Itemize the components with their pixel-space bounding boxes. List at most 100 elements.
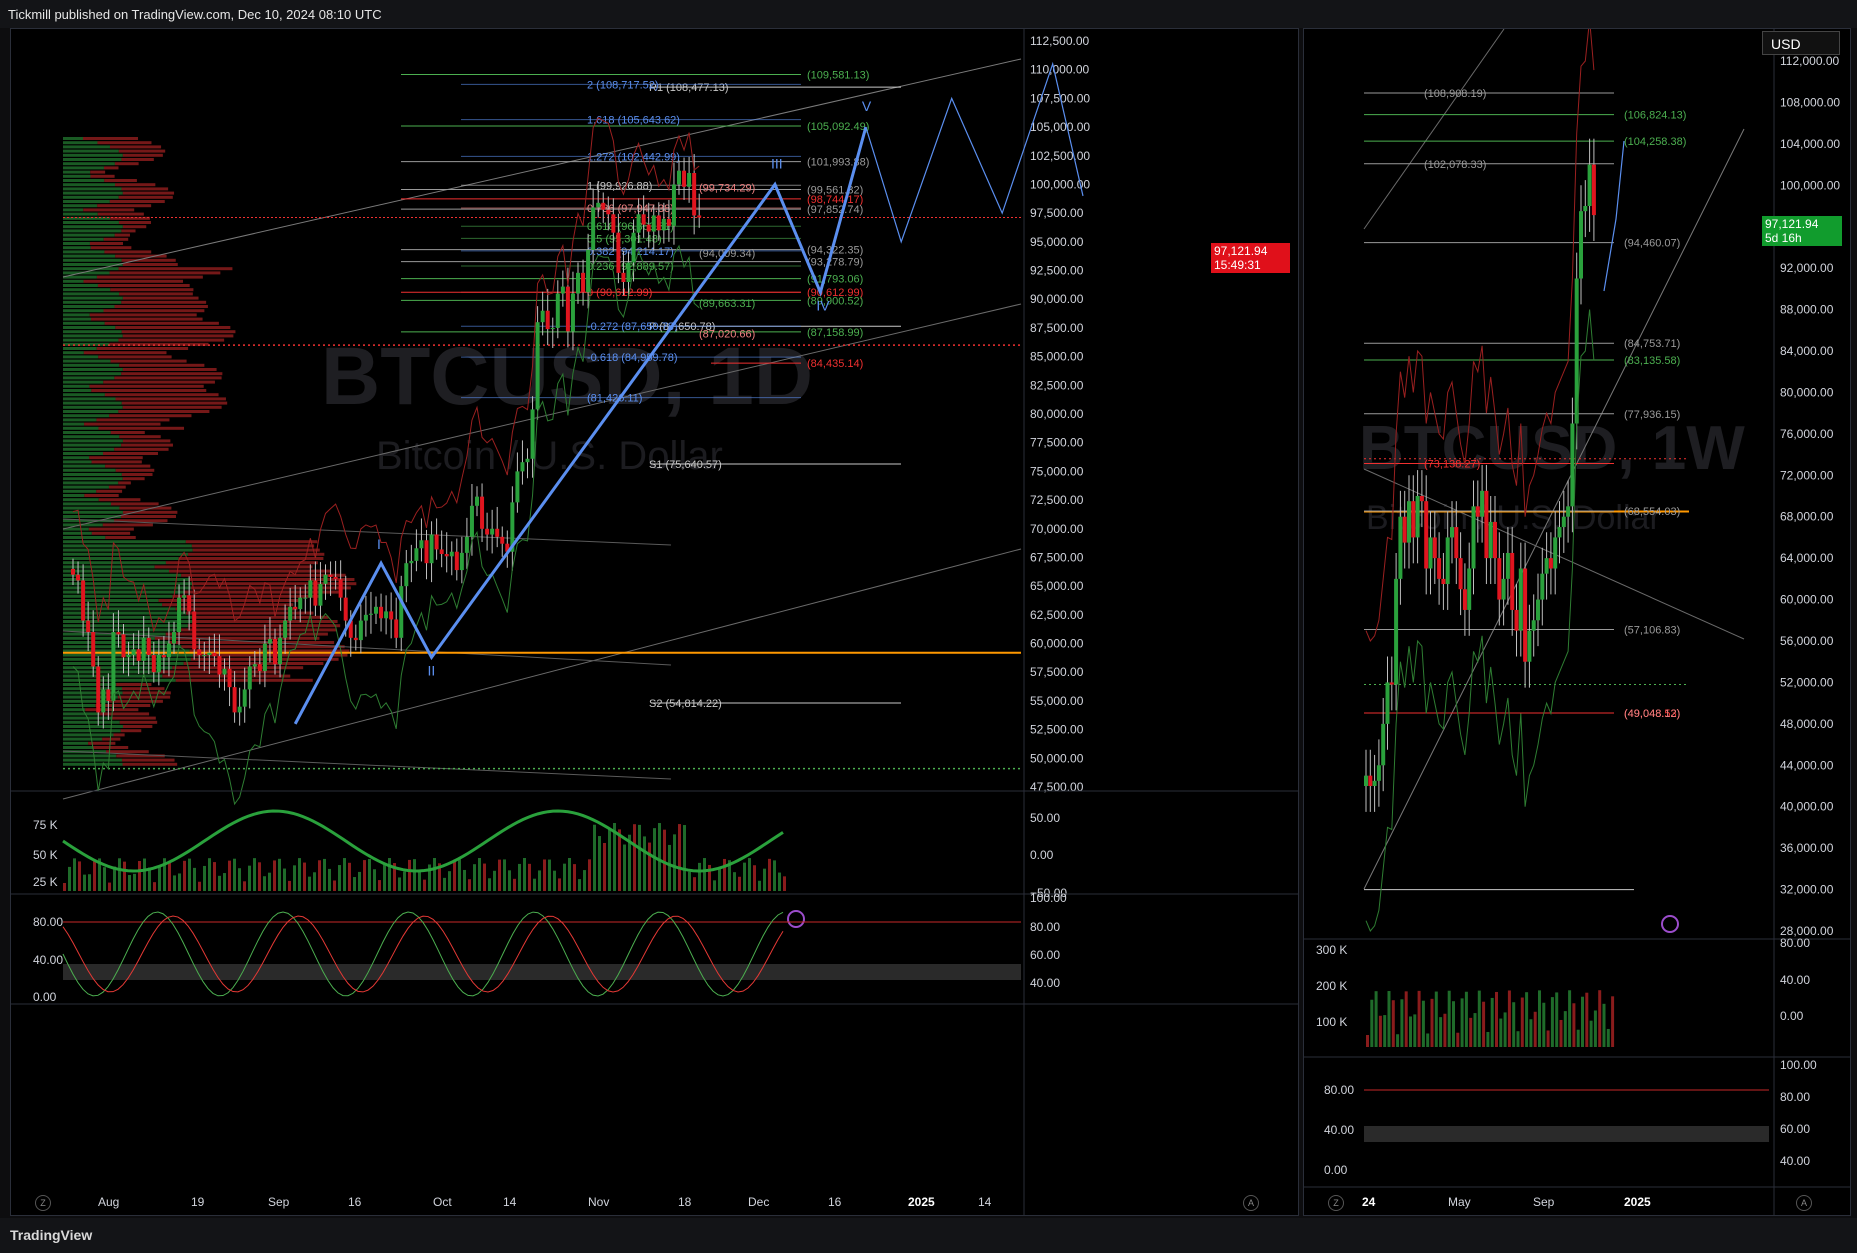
currency-selector[interactable]: USD (1762, 31, 1840, 55)
price-level-label: (109,581.13) (807, 70, 869, 82)
volume-profile-bar (63, 418, 97, 422)
price-level-label: (68,554.03) (1624, 506, 1680, 518)
candle-body (475, 496, 479, 506)
candle-body (298, 597, 303, 610)
volume-bar (1452, 1001, 1455, 1047)
y-axis-tick-label: 100,000.00 (1030, 177, 1090, 191)
candle-body (1376, 765, 1381, 781)
candle-body (1372, 780, 1377, 786)
auto-scale-icon[interactable]: A (1243, 1195, 1259, 1211)
volume-bar (1512, 1002, 1516, 1047)
volume-profile-bar (63, 468, 116, 472)
volume-profile-bar (190, 586, 351, 590)
volume-profile-bar (118, 267, 233, 271)
trend-line (62, 518, 672, 546)
y-axis-tick-label: 72,500.00 (1030, 493, 1084, 507)
volume-bar (773, 860, 776, 891)
candle-body (384, 611, 389, 619)
volume-profile-bar (89, 384, 204, 388)
osc2-right-tick: 60.00 (1780, 1122, 1810, 1136)
volume-bar (103, 867, 106, 891)
candle-body (379, 606, 384, 619)
weekly-chart-panel[interactable]: BTCUSD, 1W Bitcoin / U.S. Dollar (108,908.… (1303, 19, 1851, 1216)
candle-body (555, 293, 560, 328)
volume-profile-bar (63, 317, 92, 321)
volume-profile-bar (96, 489, 123, 493)
volume-bar (1387, 991, 1391, 1047)
volume-bar (1464, 991, 1468, 1047)
volume-bar (168, 861, 171, 891)
volume-bar (263, 876, 266, 891)
volume-profile-bar (63, 531, 92, 535)
volume-bar (763, 868, 766, 891)
osc1-left-tick: 25 K (33, 875, 58, 889)
volume-profile-bar (63, 762, 123, 766)
volume-profile-bar (191, 544, 315, 548)
volume-profile-bar (84, 494, 119, 497)
price-level-label: (105,092.49) (807, 121, 869, 133)
volume-profile-bar (63, 477, 123, 481)
candle-body (1484, 490, 1489, 559)
candle-body (1566, 506, 1571, 517)
zoom-icon[interactable]: Z (35, 1195, 51, 1211)
volume-profile-bar (175, 607, 298, 611)
volume-profile-bar (63, 498, 99, 502)
tradingview-logo[interactable]: TradingView (10, 1227, 93, 1243)
volume-profile-bar (63, 485, 109, 489)
volume-profile-bar (63, 729, 121, 733)
volume-bar (203, 865, 206, 891)
volume-bar (488, 878, 491, 891)
candle-body (283, 620, 288, 638)
volume-bar (208, 858, 211, 891)
volume-profile-bar (63, 389, 92, 392)
candle-body (1424, 501, 1429, 569)
fib-level-label: -0.618 (84,959.78) (587, 352, 678, 364)
volume-profile-bar (63, 561, 166, 565)
volume-bar (1516, 1031, 1520, 1047)
volume-bar (283, 868, 286, 891)
volume-bar (538, 870, 541, 891)
candle-body (1553, 537, 1558, 569)
volume-bar (558, 878, 561, 891)
volume-profile-bar (122, 725, 153, 728)
volume-profile-bar (63, 519, 115, 523)
candle-body (91, 632, 96, 667)
volume-profile-bar (63, 603, 163, 607)
volume-bar (198, 881, 201, 891)
zoom-icon[interactable]: Z (1328, 1195, 1344, 1211)
candle-body (1458, 558, 1463, 590)
candle-body (424, 540, 429, 564)
volume-profile-bar (89, 242, 123, 245)
volume-bar (303, 862, 306, 891)
volume-bar (1417, 990, 1421, 1047)
y-axis-tick-label: 40,000.00 (1780, 800, 1834, 814)
volume-bar (1443, 1013, 1447, 1047)
volume-bar (1486, 1031, 1490, 1047)
volume-profile-bar (122, 263, 178, 266)
volume-profile-bar (63, 557, 179, 560)
volume-bar (533, 878, 536, 891)
y-axis-tick-label: 80,000.00 (1780, 385, 1834, 399)
daily-chart-panel[interactable]: BTCUSD, 1D Bitcoin / U.S. Dollar R1 (108,4… (10, 28, 1299, 1216)
volume-profile-bar (185, 611, 314, 615)
volume-profile-bar (97, 212, 144, 216)
y-axis-tick-label: 102,500.00 (1030, 149, 1090, 163)
volume-bar (433, 858, 436, 891)
fib-level-label: 0.618 (96,363.51) (587, 221, 674, 233)
volume-profile-bar (121, 300, 207, 304)
volume-bar (1572, 1003, 1576, 1047)
volume-bar (1611, 996, 1615, 1047)
auto-scale-icon[interactable]: A (1796, 1195, 1812, 1211)
volume-bar (733, 872, 736, 891)
osc1-left-tick: 200 K (1316, 979, 1347, 993)
volume-profile-bar (98, 426, 185, 430)
volume-bar (408, 859, 411, 891)
countdown-value: 5d 16h (1765, 231, 1802, 245)
volume-bar (1383, 1015, 1387, 1047)
volume-profile-bar (63, 452, 104, 455)
volume-profile-bar (115, 326, 231, 329)
candle-body (480, 496, 485, 529)
volume-bar (1400, 999, 1404, 1047)
